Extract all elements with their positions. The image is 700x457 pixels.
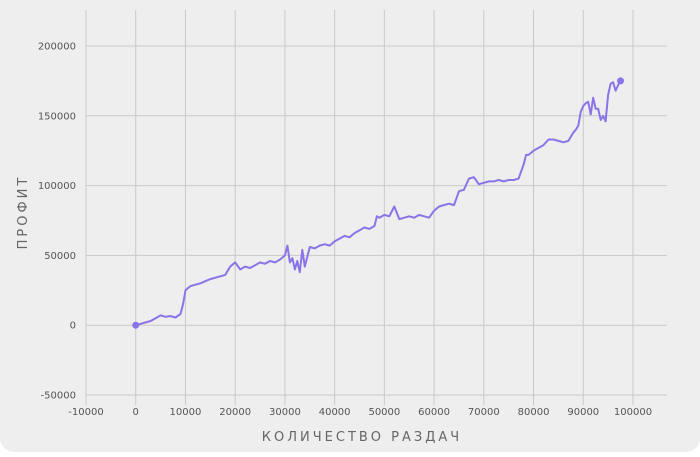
y-tick-labels: -50000 0 50000 100000 150000 200000 bbox=[38, 42, 76, 402]
x-tick-label: 70000 bbox=[468, 407, 500, 418]
x-tick-label: 20000 bbox=[219, 407, 251, 418]
y-tick-label: 200000 bbox=[38, 42, 76, 53]
x-tick-label: 40000 bbox=[319, 407, 351, 418]
x-tick-label: 60000 bbox=[418, 407, 450, 418]
x-tick-label: 80000 bbox=[518, 407, 550, 418]
y-axis-label: ПРОФИТ bbox=[16, 175, 31, 250]
start-point bbox=[132, 321, 140, 329]
end-point bbox=[617, 77, 625, 85]
profit-line bbox=[134, 79, 622, 327]
x-tick-label: 50000 bbox=[368, 407, 400, 418]
x-tick-label: 90000 bbox=[567, 407, 599, 418]
y-tick-label: 50000 bbox=[44, 251, 76, 262]
x-tick-labels: -10000 0 10000 20000 30000 40000 50000 60000 700… bbox=[68, 407, 652, 418]
y-tick-label: -50000 bbox=[41, 391, 76, 402]
y-tick-label: 0 bbox=[70, 321, 76, 332]
x-tick-label: -10000 bbox=[68, 407, 103, 418]
y-tick-label: 100000 bbox=[38, 181, 76, 192]
x-tick-label: 100000 bbox=[614, 407, 652, 418]
x-tick-label: 10000 bbox=[170, 407, 202, 418]
y-tick-label: 150000 bbox=[38, 111, 76, 122]
x-axis-label: КОЛИЧЕСТВО РАЗДАЧ bbox=[262, 430, 462, 445]
x-tick-label: 0 bbox=[133, 407, 139, 418]
grid bbox=[85, 10, 667, 405]
x-tick-label: 30000 bbox=[269, 407, 301, 418]
